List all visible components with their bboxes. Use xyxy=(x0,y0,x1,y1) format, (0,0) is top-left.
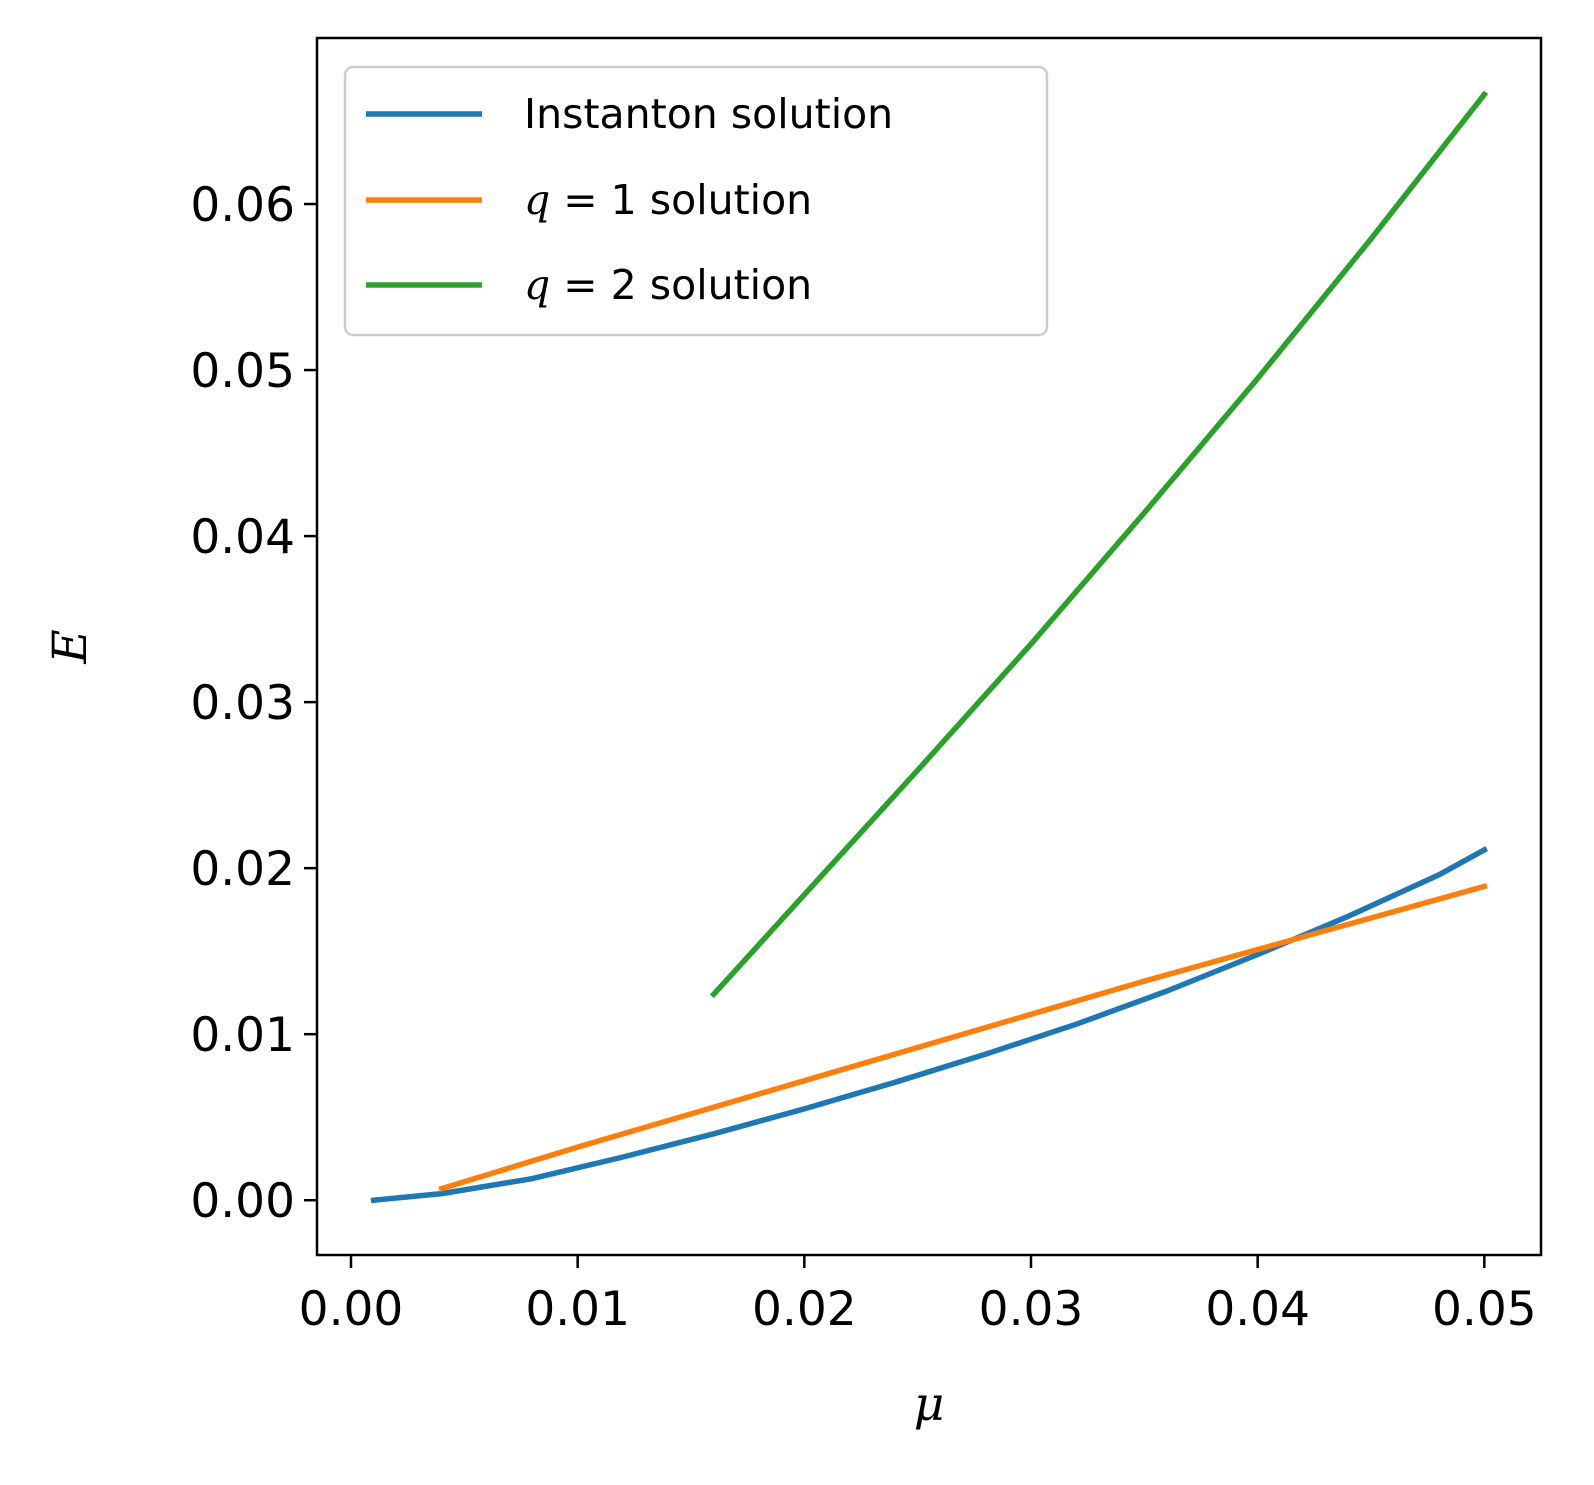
series-line-1 xyxy=(370,846,1489,1204)
x-tick-label: 0.05 xyxy=(1432,1282,1537,1337)
legend-label-1: Instanton solution xyxy=(524,90,893,138)
y-tick-label: 0.05 xyxy=(190,344,295,399)
x-tick-label: 0.03 xyxy=(979,1282,1084,1337)
x-axis-label: μ xyxy=(914,1377,945,1432)
legend-label-2: q = 1 solution xyxy=(524,176,812,224)
legend: Instanton solution q = 1 solution q = 2 so… xyxy=(343,65,1049,337)
x-tick-label: 0.04 xyxy=(1205,1282,1310,1337)
y-axis: 0.00 0.01 0.02 0.03 0.04 0.05 0.06 xyxy=(190,178,317,1229)
x-tick-label: 0.01 xyxy=(525,1282,630,1337)
axes-frame xyxy=(315,36,1543,1257)
y-tick-label: 0.03 xyxy=(190,676,295,731)
y-tick-label: 0.01 xyxy=(190,1008,295,1063)
x-tick-label: 0.00 xyxy=(299,1282,404,1337)
series-line-2 xyxy=(438,883,1488,1193)
y-tick-label: 0.04 xyxy=(190,510,295,565)
legend-frame xyxy=(343,65,1049,337)
y-tick-label: 0.00 xyxy=(190,1174,295,1229)
plot-area xyxy=(370,90,1489,1204)
y-tick-label: 0.06 xyxy=(190,178,295,233)
x-tick-label: 0.02 xyxy=(752,1282,857,1337)
x-axis: 0.00 0.01 0.02 0.03 0.04 0.05 xyxy=(299,1255,1537,1337)
legend-label-3: q = 2 solution xyxy=(524,261,812,309)
y-axis-label: E xyxy=(43,629,98,664)
y-tick-label: 0.02 xyxy=(190,842,295,897)
series-line-3 xyxy=(709,90,1489,999)
